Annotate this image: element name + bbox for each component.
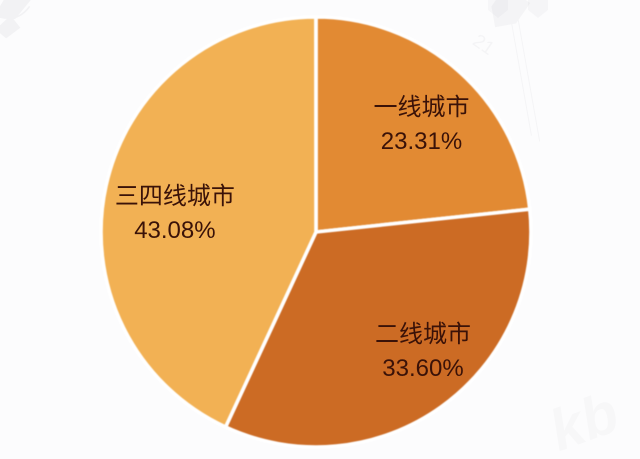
svg-text:21: 21 (469, 30, 498, 59)
svg-text:kb: kb (541, 380, 627, 459)
